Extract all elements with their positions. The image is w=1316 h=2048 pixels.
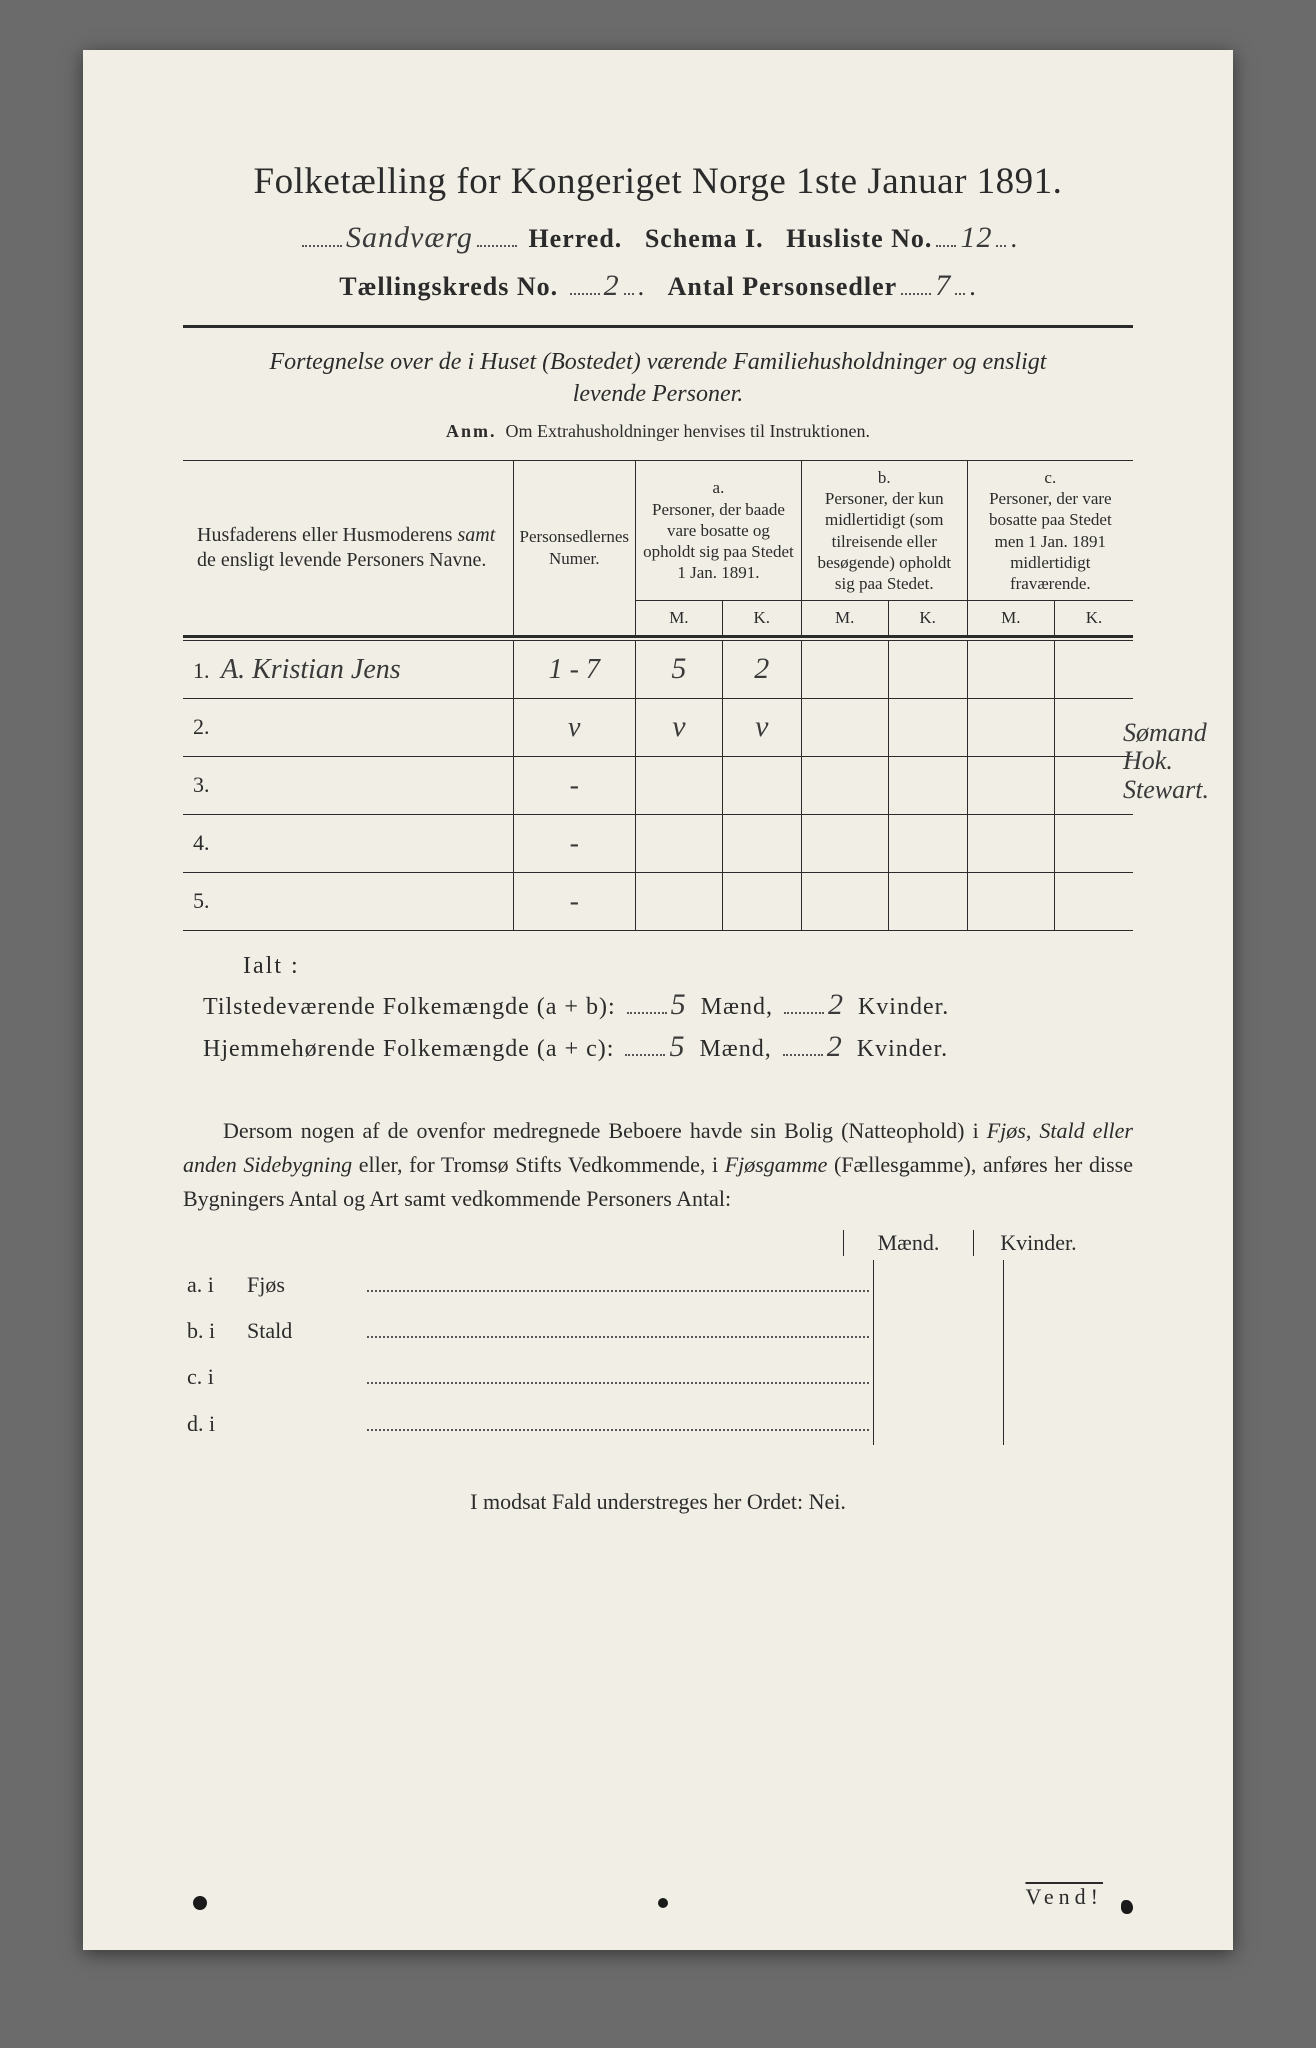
antal-value: 7 [935,269,951,303]
colC-label: c. [974,467,1127,488]
kvinder-header: Kvinder. [973,1230,1103,1256]
table-row: 5. - [183,872,1133,930]
colC-M: M. [967,601,1054,636]
table-row: 4. - [183,814,1133,872]
household-table: Husfaderens eller Husmoderens samt de en… [183,460,1133,931]
subtitle-line1: Fortegnelse over de i Huset (Bostedet) v… [270,349,1047,375]
total-line-1: Tilstedeværende Folkemængde (a + b): 5 M… [203,988,1133,1022]
table-row: 2. v v v [183,698,1133,756]
col2-header: Personsedlernes Numer. [513,460,636,636]
ialt-label: Ialt : [243,953,1133,980]
main-table-wrap: Husfaderens eller Husmoderens samt de en… [183,460,1133,931]
header-line-3: Tællingskreds No. 2. Antal Personsedler7… [183,269,1133,303]
tot1-k: 2 [828,988,844,1022]
tot2-m: 5 [669,1030,685,1064]
colB-text: Personer, der kun midlertidigt (som tilr… [808,488,961,594]
col1-text-b: de ensligt levende Personers Navne. [197,549,486,571]
census-form-page: Folketælling for Kongeriget Norge 1ste J… [83,50,1233,1950]
table-body: 1.A. Kristian Jens 1 - 7 5 2 2. v v v 3.… [183,640,1133,930]
building-row: d. i [183,1398,1133,1444]
building-table: a. i Fjøs b. i Stald c. i d. i [183,1260,1133,1445]
tot1-m: 5 [671,988,687,1022]
herred-label: Herred. [528,224,622,253]
building-row: b. i Stald [183,1306,1133,1352]
ink-spot-icon [1121,1900,1133,1914]
schema-label: Schema I. [645,224,764,253]
page-title: Folketælling for Kongeriget Norge 1ste J… [183,160,1133,203]
small-table-headers: Mænd. Kvinder. [183,1230,1103,1256]
margin-note: Sømand Hok. Stewart. [1123,719,1243,805]
para-b: eller, for Tromsø Stifts Vedkommende, i [352,1152,725,1177]
tot1-mlabel: Mænd, [701,994,773,1020]
para-em2: Fjøsgamme [725,1152,828,1177]
tot1-label: Tilstedeværende Folkemængde (a + b): [203,994,616,1020]
form-subtitle: Fortegnelse over de i Huset (Bostedet) v… [183,346,1133,411]
colB-M: M. [801,601,888,636]
colB-K: K. [888,601,967,636]
building-row: a. i Fjøs [183,1260,1133,1306]
tot1-klabel: Kvinder. [858,994,949,1020]
maend-header: Mænd. [843,1230,973,1256]
husliste-value: 12 [960,221,992,255]
total-line-2: Hjemmehørende Folkemængde (a + c): 5 Mæn… [203,1030,1133,1064]
tot2-mlabel: Mænd, [699,1036,771,1062]
herred-value: Sandværg [346,221,473,255]
para-a: Dersom nogen af de ovenfor medregnede Be… [223,1118,987,1143]
kreds-value: 2 [604,269,620,303]
colA-M: M. [636,601,723,636]
table-row: 3. - [183,756,1133,814]
table-row: 1.A. Kristian Jens 1 - 7 5 2 [183,640,1133,698]
tot2-k: 2 [827,1030,843,1064]
anm-text: Om Extrahusholdninger henvises til Instr… [506,421,870,441]
colA-K: K. [722,601,801,636]
colA-label: a. [642,477,795,498]
instruction-paragraph: Dersom nogen af de ovenfor medregnede Be… [183,1114,1133,1216]
tot2-label: Hjemmehørende Folkemængde (a + c): [203,1036,614,1062]
colA-text: Personer, der baade vare bosatte og opho… [642,499,795,584]
building-row: c. i [183,1352,1133,1398]
antal-label: Antal Personsedler [668,272,898,301]
ink-spot-icon [658,1898,668,1908]
kreds-label: Tællingskreds No. [339,272,558,301]
nei-line: I modsat Fald understreges her Ordet: Ne… [183,1489,1133,1515]
vend-label: Vend! [1025,1884,1103,1910]
divider [183,325,1133,328]
annotation-line: Anm. Om Extrahusholdninger henvises til … [183,421,1133,442]
husliste-label: Husliste No. [786,224,932,253]
colC-K: K. [1055,601,1133,636]
anm-label: Anm. [446,421,497,441]
colC-text: Personer, der vare bosatte paa Stedet me… [974,488,1127,594]
ink-spot-icon [193,1896,207,1910]
subtitle-line2: levende Personer. [573,381,744,407]
col1-text-a: Husfaderens eller Husmoderens [197,524,457,546]
tot2-klabel: Kvinder. [857,1036,948,1062]
header-line-2: Sandværg Herred. Schema I. Husliste No. 1… [183,221,1133,255]
colB-label: b. [808,467,961,488]
